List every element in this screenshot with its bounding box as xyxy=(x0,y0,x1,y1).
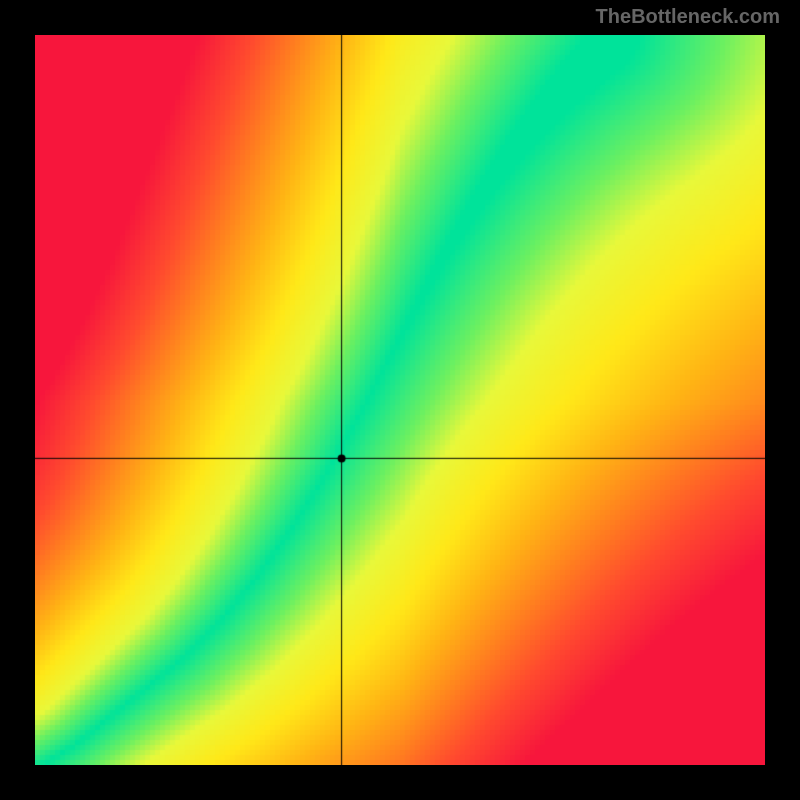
attribution-label: TheBottleneck.com xyxy=(596,6,780,29)
heatmap-canvas xyxy=(35,35,765,765)
heatmap-plot xyxy=(35,35,765,765)
chart-container: TheBottleneck.com xyxy=(0,0,800,800)
